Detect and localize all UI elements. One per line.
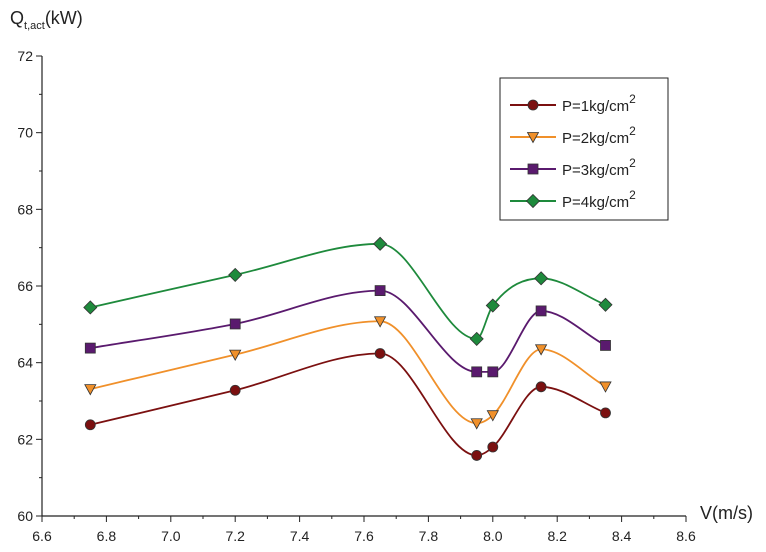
y-axis-label: Qt,act(kW) (10, 8, 83, 32)
data-point-series-4 (469, 331, 484, 346)
y-axis-label-main: Q (10, 8, 24, 28)
axis-labels: Qt,act(kW) V(m/s) (10, 8, 753, 523)
series-line-2 (90, 320, 606, 425)
legend-label-3: P=3kg/cm2 (562, 156, 636, 179)
legend-label-4: P=4kg/cm2 (562, 188, 636, 211)
legend-marker-3 (527, 163, 539, 175)
x-axis-label: V(m/s) (700, 503, 753, 523)
data-point-series-2 (229, 349, 242, 361)
data-point-series-4 (485, 298, 500, 313)
data-point-series-3 (535, 305, 547, 317)
legend-label-text: P=2kg/cm (562, 130, 629, 147)
legend-label-sup: 2 (629, 124, 636, 138)
x-tick-label: 7.0 (161, 528, 181, 544)
data-point-series-4 (534, 271, 549, 286)
legend-label-text: P=1kg/cm (562, 98, 629, 115)
x-tick-label: 7.8 (419, 528, 439, 544)
data-point-series-4 (598, 297, 613, 312)
data-point-series-1 (487, 441, 499, 453)
x-tick-label: 8.0 (483, 528, 503, 544)
x-tick-label: 8.4 (612, 528, 632, 544)
data-point-series-1 (600, 407, 611, 419)
data-point-series-2 (84, 384, 97, 396)
legend-label-sup: 2 (629, 92, 636, 106)
x-tick-label: 6.6 (32, 528, 52, 544)
legend-marker-4 (525, 193, 541, 209)
legend-label-1: P=1kg/cm2 (562, 92, 636, 115)
data-point-series-1 (84, 419, 96, 431)
data-point-series-1 (229, 384, 241, 396)
legend-label-2: P=2kg/cm2 (562, 124, 636, 147)
data-point-series-3 (600, 340, 611, 351)
y-tick-label: 62 (17, 431, 33, 447)
y-axis-label-unit: (kW) (45, 8, 83, 28)
series-line-1 (90, 352, 606, 457)
data-point-series-3 (229, 318, 241, 330)
data-point-series-1 (374, 348, 386, 359)
y-axis-label-sub: t,act (24, 20, 45, 32)
data-point-series-2 (470, 418, 483, 430)
y-tick-label: 60 (17, 508, 33, 524)
x-tick-label: 8.6 (676, 528, 696, 544)
x-tick-label: 7.4 (290, 528, 310, 544)
data-point-series-4 (228, 267, 243, 282)
data-point-series-2 (534, 344, 548, 356)
y-tick-label: 66 (17, 278, 33, 294)
data-point-series-2 (599, 381, 612, 393)
data-point-series-3 (487, 366, 499, 378)
data-point-series-3 (84, 342, 96, 354)
axes: 6.6 6.8 7.0 7.2 7.4 7.6 7.8 8.0 8.2 8.4 8.6 60 62 64 6… (17, 48, 696, 544)
legend-marker-2 (526, 132, 540, 144)
series-markers (83, 236, 613, 461)
y-tick-label: 70 (17, 125, 33, 141)
y-tick-label: 72 (17, 48, 33, 64)
x-tick-label: 7.6 (354, 528, 374, 544)
data-point-series-1 (535, 381, 547, 393)
legend-marker-1 (527, 99, 539, 111)
data-point-series-2 (373, 316, 387, 328)
x-tick-label: 6.8 (97, 528, 117, 544)
data-point-series-2 (486, 410, 499, 422)
legend-label-text: P=3kg/cm (562, 162, 629, 179)
legend-label-sup: 2 (629, 188, 636, 202)
x-tick-label: 8.2 (547, 528, 567, 544)
data-point-series-3 (471, 366, 483, 378)
data-point-series-1 (471, 450, 483, 461)
legend-label-sup: 2 (629, 156, 636, 170)
data-point-series-3 (374, 285, 386, 297)
x-tick-label: 7.2 (225, 528, 245, 544)
series-curves (90, 242, 606, 457)
data-point-series-4 (83, 300, 98, 315)
y-tick-label: 64 (17, 355, 33, 371)
y-tick-label: 68 (17, 201, 33, 217)
data-point-series-4 (373, 236, 388, 251)
legend-label-text: P=4kg/cm (562, 194, 629, 211)
legend-box (499, 77, 669, 221)
